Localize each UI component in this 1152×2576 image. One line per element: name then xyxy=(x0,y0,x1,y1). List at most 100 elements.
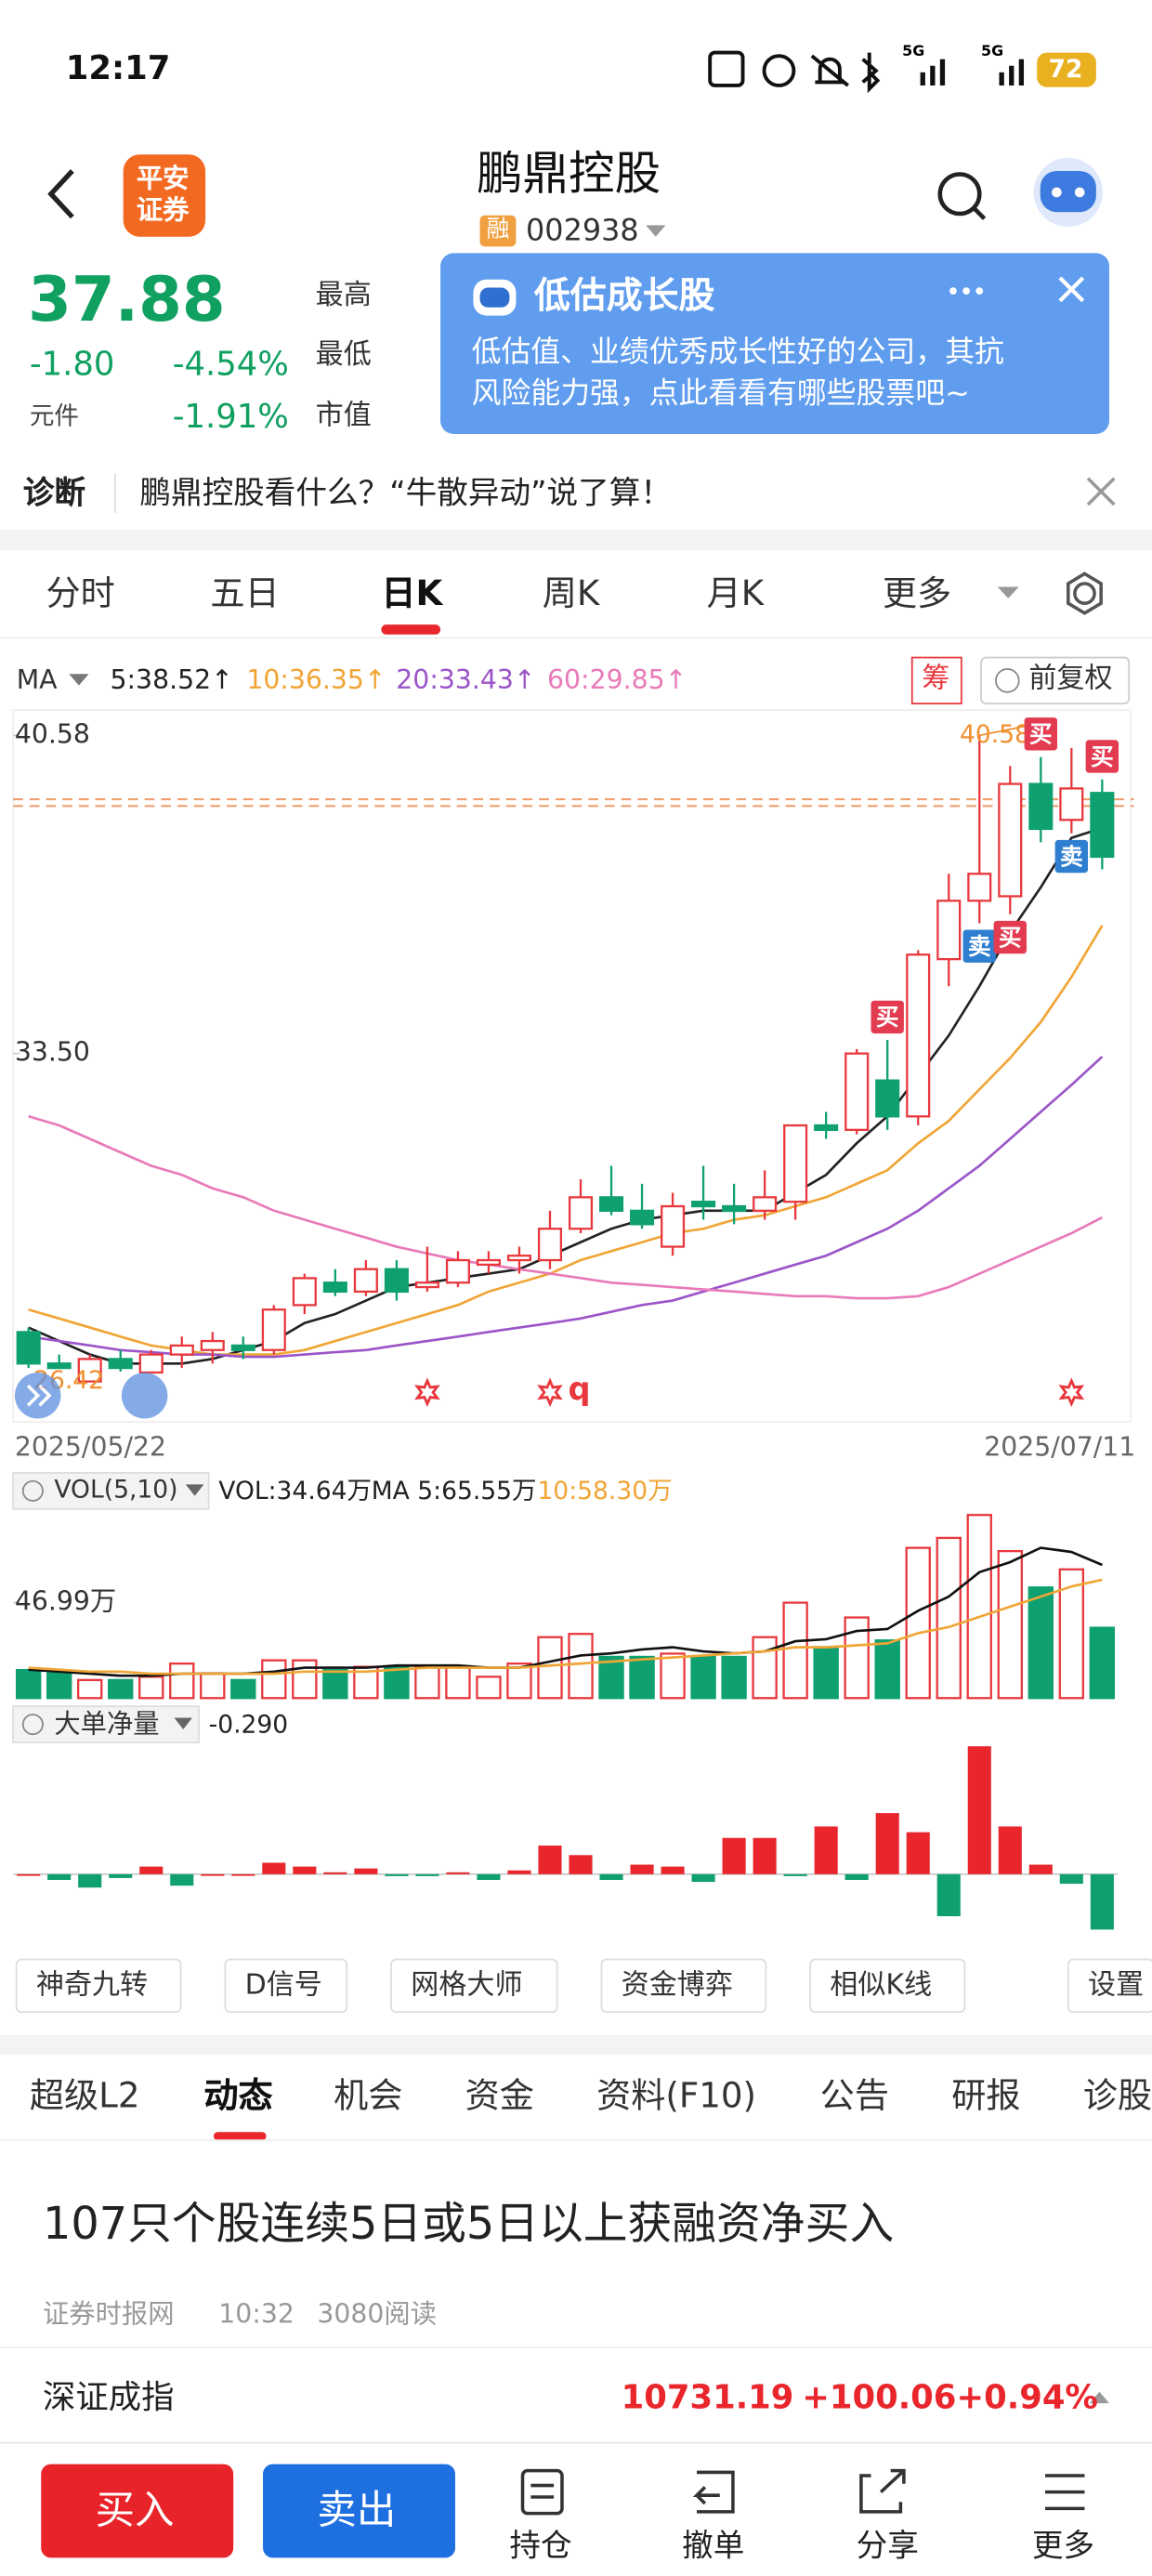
candle-body xyxy=(445,1258,470,1284)
ma-legend: 60:29.85↑ xyxy=(547,664,687,696)
back-button[interactable] xyxy=(47,169,74,219)
news-time: 10:32 xyxy=(218,2297,295,2330)
info-tab[interactable]: 机会 xyxy=(334,2076,403,2116)
settings-button[interactable] xyxy=(1067,572,1103,615)
net-bar xyxy=(78,1873,102,1888)
info-icon xyxy=(21,1714,44,1736)
volume-bar xyxy=(598,1655,624,1700)
tool-button[interactable] xyxy=(600,1958,767,2014)
volume-bar xyxy=(506,1662,532,1700)
popup[interactable] xyxy=(440,253,1110,434)
candle-body xyxy=(537,1228,563,1262)
info-tab[interactable]: 资金 xyxy=(465,2076,534,2116)
chart-tab[interactable]: 更多 xyxy=(882,573,952,613)
event-marker[interactable] xyxy=(1058,1377,1085,1408)
tab-underline xyxy=(213,2132,267,2141)
quote-label: 最高 xyxy=(315,279,372,313)
tool-label[interactable]: D信号 xyxy=(244,1969,322,2003)
action-label[interactable]: 更多 xyxy=(1031,2528,1095,2565)
event-marker[interactable] xyxy=(414,1377,440,1408)
tool-button[interactable] xyxy=(1067,1958,1152,2014)
indicator-box[interactable] xyxy=(12,1705,200,1743)
dropdown[interactable] xyxy=(174,1717,192,1729)
chart-tab[interactable]: 五日 xyxy=(210,573,280,613)
info-tab[interactable]: 资料(F10) xyxy=(596,2076,757,2116)
tool-label[interactable]: 神奇九转 xyxy=(35,1969,149,2003)
diagnosis-close[interactable] xyxy=(1086,477,1116,506)
net-bar xyxy=(1090,1873,1114,1930)
tool-label[interactable]: 相似K线 xyxy=(830,1969,933,2003)
search-button[interactable] xyxy=(937,172,987,220)
separator xyxy=(0,529,1152,551)
ma-line xyxy=(28,1056,1104,1359)
volume-bar xyxy=(966,1514,992,1700)
volume-bar xyxy=(77,1678,103,1700)
chart-tab[interactable]: 月K xyxy=(706,573,765,613)
logo-text: 平安 xyxy=(136,163,190,194)
dropdown[interactable] xyxy=(185,1484,204,1496)
net-bar xyxy=(814,1826,838,1874)
logo xyxy=(123,154,206,237)
popup-close[interactable] xyxy=(1058,276,1085,303)
index-value: 10731.19 xyxy=(621,2376,794,2417)
info-tab[interactable]: 动态 xyxy=(203,2076,273,2116)
assistant-avatar[interactable] xyxy=(1033,157,1103,228)
volume-bar xyxy=(813,1646,839,1700)
net-bar xyxy=(231,1873,255,1876)
info-tab[interactable]: 公告 xyxy=(819,2076,889,2116)
popup-more[interactable] xyxy=(949,287,984,295)
tool-button[interactable] xyxy=(390,1958,558,2014)
margin-badge: 融 xyxy=(486,217,510,243)
tool-label[interactable]: 设置 xyxy=(1088,1969,1145,2003)
dropdown[interactable] xyxy=(646,225,666,237)
dropdown[interactable] xyxy=(997,586,1019,598)
tool-label[interactable]: 资金博弈 xyxy=(621,1969,733,2003)
dropdown[interactable] xyxy=(69,674,89,686)
chips-button[interactable] xyxy=(910,656,962,704)
trade-marker-label: 卖 xyxy=(968,933,991,960)
action-label[interactable]: 分享 xyxy=(856,2528,919,2565)
net-bar xyxy=(139,1866,164,1874)
volume-bar xyxy=(537,1636,563,1700)
buy-button[interactable] xyxy=(41,2464,234,2558)
event-marker[interactable] xyxy=(537,1377,563,1408)
candle-body xyxy=(722,1204,747,1213)
tool-button[interactable] xyxy=(224,1958,348,2014)
volume-bar xyxy=(261,1659,287,1700)
action-label[interactable]: 持仓 xyxy=(509,2528,572,2565)
nav-icons[interactable] xyxy=(14,1373,168,1419)
candle-body xyxy=(1090,792,1115,859)
indicator-box[interactable] xyxy=(12,1472,210,1510)
action-label[interactable]: 撤单 xyxy=(682,2528,745,2565)
tool-button[interactable] xyxy=(809,1958,966,2014)
info-icon xyxy=(21,1479,44,1502)
volume-bar xyxy=(1028,1586,1054,1700)
adjust-button[interactable] xyxy=(980,656,1131,704)
chart-tab[interactable]: 分时 xyxy=(46,573,115,613)
chart-tab[interactable]: 日K xyxy=(381,573,443,613)
tool-label[interactable]: 网格大师 xyxy=(411,1969,523,2003)
info-tab[interactable]: 诊股 xyxy=(1082,2076,1152,2116)
separator xyxy=(0,2034,1152,2056)
action-icons[interactable] xyxy=(520,2468,1085,2516)
sell-button[interactable] xyxy=(263,2464,455,2558)
news-reads: 3080阅读 xyxy=(317,2297,438,2330)
tool-button[interactable] xyxy=(15,1958,182,2014)
plot-frame xyxy=(12,709,1132,1423)
candle-body xyxy=(967,873,992,902)
quote-label: 最低 xyxy=(315,338,372,372)
expand-arrow[interactable] xyxy=(1089,2391,1110,2404)
info-tab[interactable]: 研报 xyxy=(951,2076,1021,2116)
volume-bar xyxy=(169,1662,195,1700)
chart-tab[interactable]: 周K xyxy=(542,573,600,613)
candle-body xyxy=(630,1209,655,1226)
trade-marker-label: 买 xyxy=(1029,721,1053,748)
volume-bar xyxy=(1089,1626,1116,1700)
info-tab[interactable]: 超级L2 xyxy=(29,2076,140,2116)
net-bar xyxy=(967,1746,991,1874)
net-bar xyxy=(783,1873,807,1876)
diagnosis-text[interactable]: 鹏鼎控股看什么？“牛散异动”说了算！ xyxy=(139,475,672,512)
popup-text: 风险能力强，点此看看有哪些股票吧~ xyxy=(471,376,970,412)
news-headline[interactable]: 107只个股连续5日或5日以上获融资净买入 xyxy=(42,2199,895,2251)
